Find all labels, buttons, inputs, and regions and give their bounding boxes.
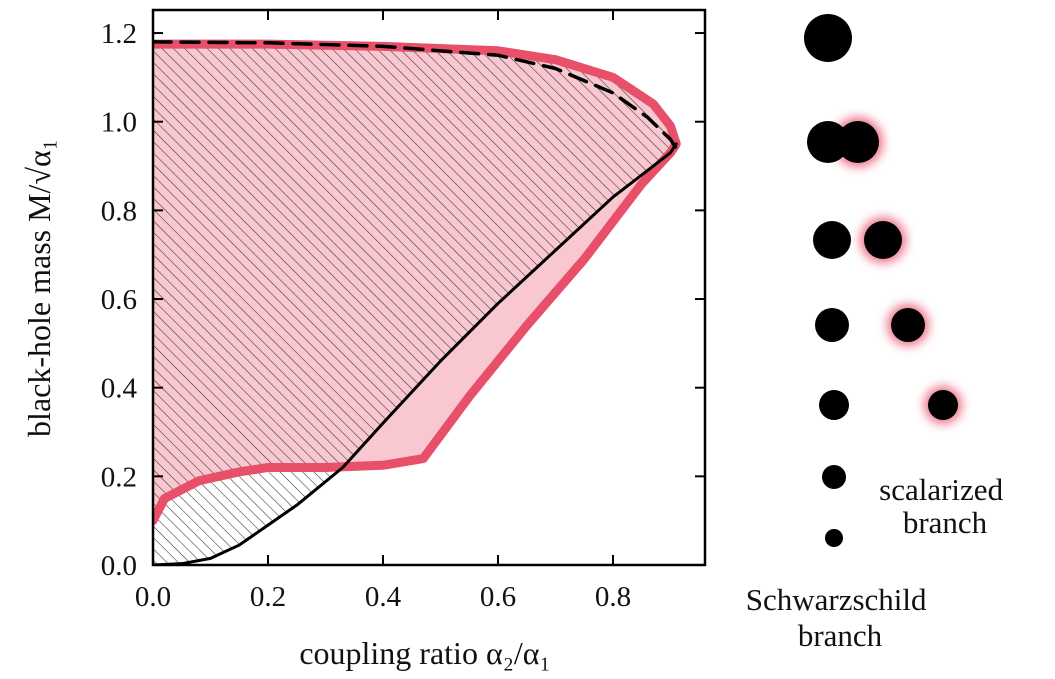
y-tick-label: 0.6 bbox=[101, 284, 137, 316]
plot-frame bbox=[151, 8, 707, 567]
schwarzschild-hole bbox=[815, 308, 849, 342]
x-tick-label: 0.4 bbox=[365, 581, 402, 613]
x-tick-label: 0.8 bbox=[595, 581, 631, 613]
schwarzschild-hole bbox=[804, 14, 852, 62]
black-hole-illustration bbox=[804, 14, 962, 547]
y-tick-label: 1.0 bbox=[101, 107, 137, 139]
annotation-line: branch bbox=[903, 505, 988, 540]
scalarized-hole bbox=[928, 390, 958, 420]
x-axis-label: coupling ratio α₂/α₁ bbox=[299, 635, 550, 671]
curve bbox=[153, 39, 681, 526]
scalarized-hole bbox=[864, 221, 902, 259]
curve bbox=[153, 142, 678, 565]
hatched-region bbox=[153, 44, 677, 565]
annotation-line: scalarized bbox=[879, 472, 1003, 507]
x-tick-label: 0.6 bbox=[480, 581, 516, 613]
schwarzschild-hole bbox=[807, 121, 849, 163]
annotation-line: branch bbox=[798, 618, 883, 653]
schwarzschild-hole bbox=[822, 465, 846, 489]
schwarzschild-hole bbox=[819, 390, 849, 420]
annotation: Schwarzschild branch bbox=[746, 582, 935, 653]
y-tick-label: 0.2 bbox=[101, 461, 137, 493]
x-tick-label: 0.0 bbox=[135, 581, 171, 613]
schwarzschild-hole bbox=[825, 529, 843, 547]
y-tick-label: 0.4 bbox=[101, 373, 138, 405]
y-tick-label: 0.8 bbox=[101, 195, 137, 227]
annotation: scalarized branch bbox=[879, 472, 1011, 540]
y-tick-label: 0.0 bbox=[101, 550, 137, 582]
y-axis-label: black-hole mass M/√α₁ bbox=[21, 139, 57, 437]
schwarzschild-hole bbox=[813, 221, 851, 259]
plot-area bbox=[153, 39, 681, 565]
scalarized-hole bbox=[837, 121, 879, 163]
x-tick-label: 0.2 bbox=[250, 581, 286, 613]
curve bbox=[153, 40, 678, 151]
annotation-line: Schwarzschild bbox=[746, 582, 927, 617]
scalarized-hole bbox=[891, 308, 925, 342]
y-tick-label: 1.2 bbox=[101, 18, 137, 50]
